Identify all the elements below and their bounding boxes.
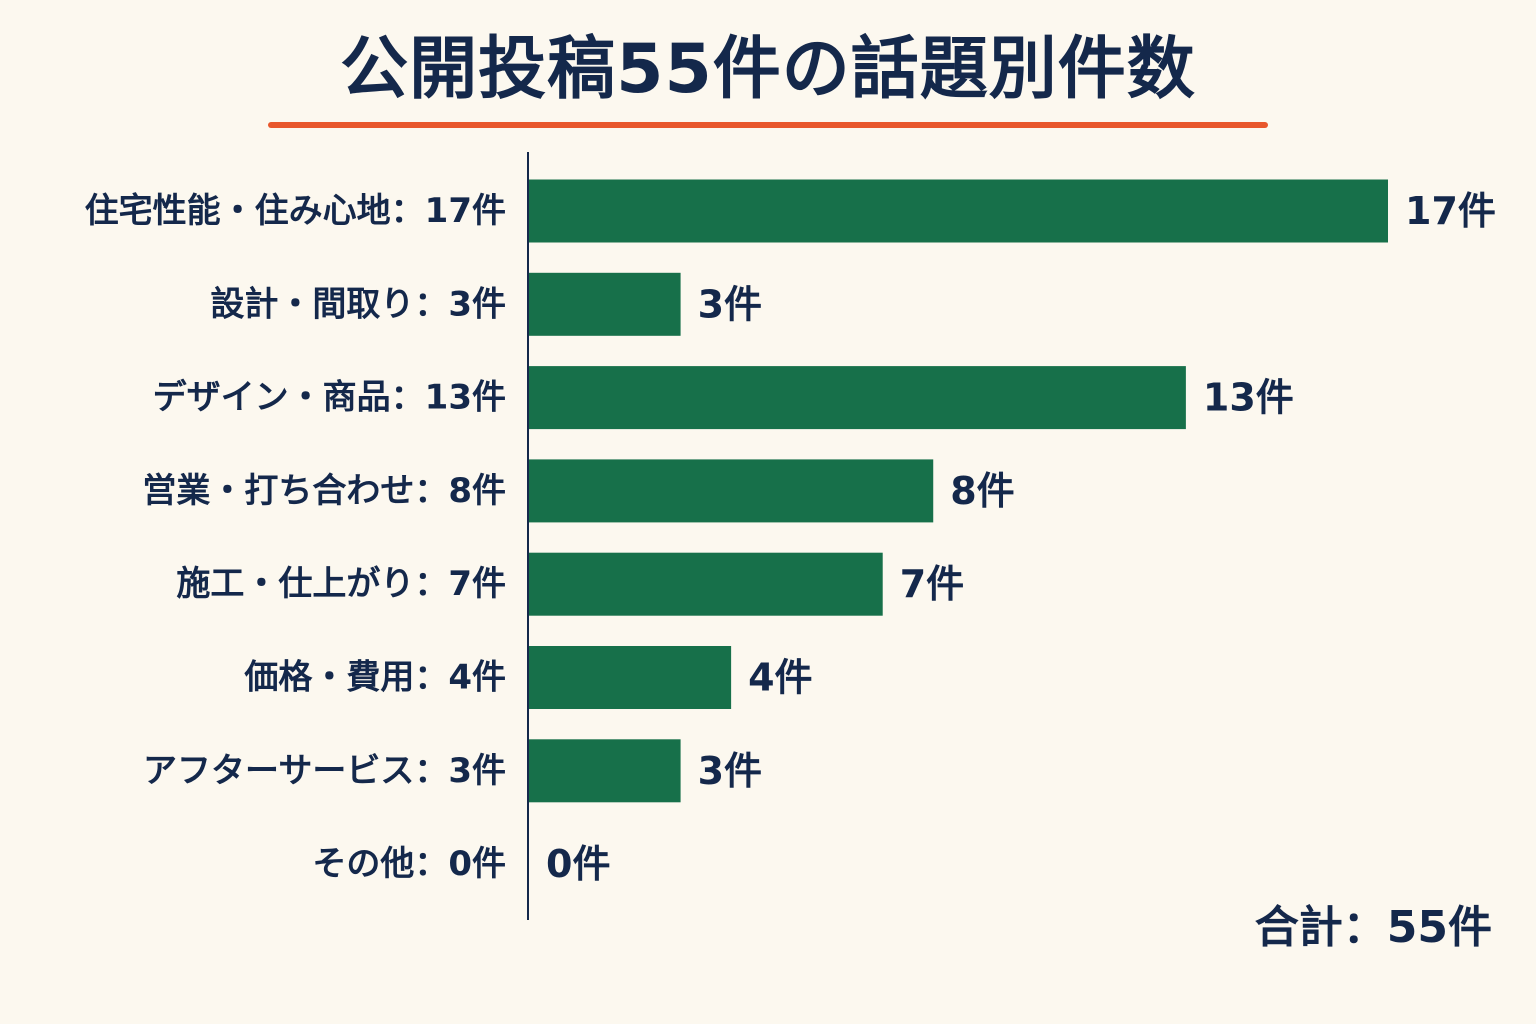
- value-label: 17件: [1405, 189, 1496, 233]
- value-label: 8件: [950, 469, 1014, 513]
- category-label: デザイン・商品：13件: [153, 378, 506, 418]
- category-label: 営業・打ち合わせ：8件: [142, 471, 506, 511]
- category-label: 設計・間取り：3件: [210, 284, 506, 324]
- category-label: アフターサービス：3件: [143, 751, 506, 791]
- value-label: 3件: [698, 749, 762, 793]
- value-label: 4件: [748, 656, 812, 700]
- value-label: 0件: [546, 842, 610, 886]
- category-label: 価格・費用：4件: [243, 658, 506, 698]
- bar: [529, 552, 883, 616]
- value-label: 3件: [698, 282, 762, 326]
- bar: [529, 366, 1186, 430]
- bar: [529, 739, 681, 803]
- value-label: 7件: [900, 562, 964, 606]
- bar: [529, 459, 934, 523]
- category-label: 住宅性能・住み心地：17件: [85, 191, 506, 231]
- chart-title: 公開投稿55件の話題別件数: [340, 30, 1196, 109]
- category-label: その他：0件: [312, 844, 506, 884]
- title-underline: [268, 122, 1268, 128]
- bar: [529, 272, 681, 336]
- category-label: 施工・仕上がり：7件: [176, 564, 506, 604]
- bar: [529, 646, 732, 709]
- value-label: 13件: [1203, 376, 1294, 420]
- bar: [529, 179, 1388, 243]
- total-count: 合計：55件: [1254, 902, 1492, 953]
